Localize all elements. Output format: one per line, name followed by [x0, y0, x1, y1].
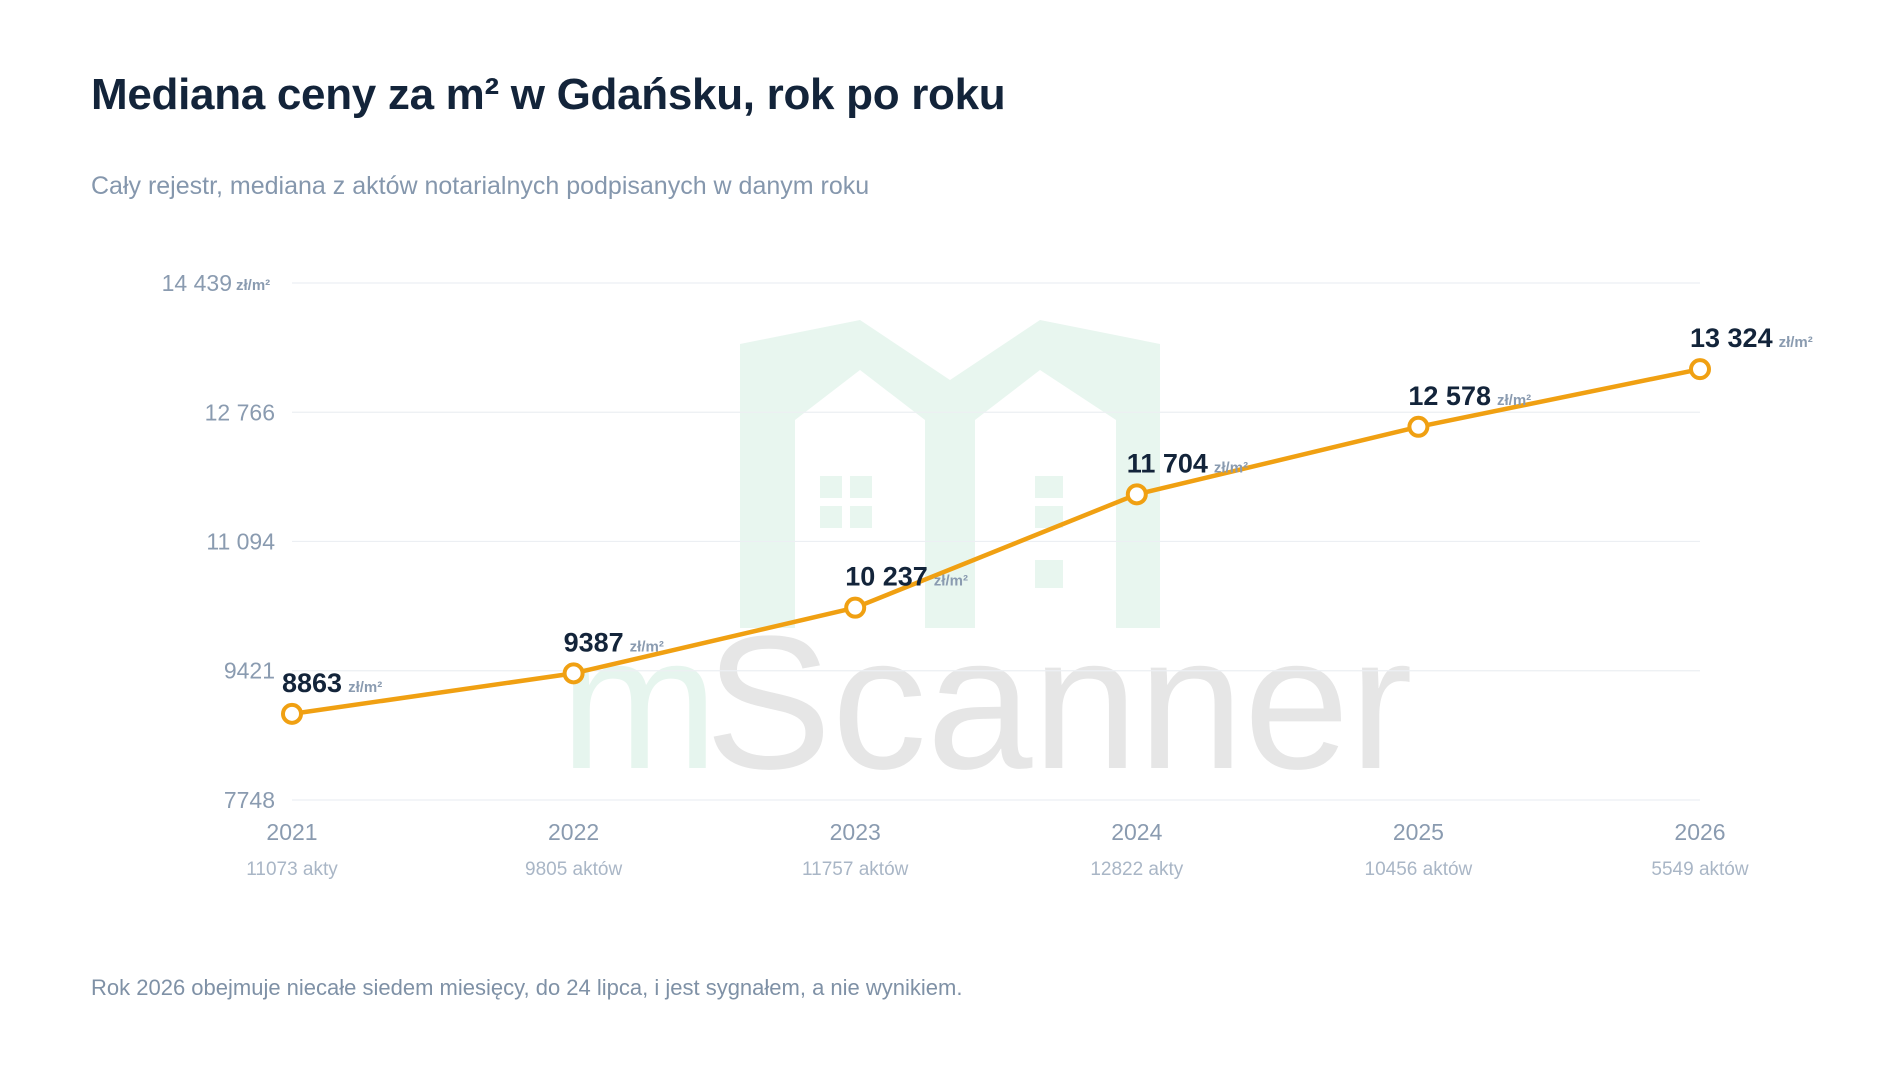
data-label-unit: zł/m² [1779, 334, 1813, 351]
x-tick-sublabel: 10456 aktów [1365, 859, 1473, 880]
data-label: 8863 zł/m² [282, 668, 382, 698]
data-label-value: 12 578 [1408, 381, 1491, 411]
watermark-window-3 [820, 506, 842, 528]
data-labels: 8863 zł/m² 9387 zł/m² 10 237 zł/m² 11 704 zł/m²… [282, 323, 1813, 698]
grid-lines [292, 282, 1700, 801]
data-label-value: 10 237 [845, 562, 928, 592]
data-label-value: 11 704 [1127, 448, 1208, 478]
y-tick-label: 14 439 [162, 270, 232, 296]
x-tick-label: 2021 [266, 819, 317, 845]
series-median-price [281, 358, 1711, 725]
data-label-unit: zł/m² [934, 573, 968, 590]
y-tick-label: 11 094 [206, 528, 275, 554]
data-point[interactable] [844, 596, 867, 619]
watermark-house-icon [740, 320, 1160, 628]
footnote: Rok 2026 obejmuje niecałe siedem miesięc… [91, 975, 963, 1000]
y-tick-unit: zł/m² [236, 277, 270, 294]
chart-subtitle: Cały rejestr, mediana z aktów notarialny… [91, 172, 870, 200]
x-tick-label: 2025 [1393, 819, 1444, 845]
y-tick-label: 9421 [224, 658, 275, 684]
data-label-unit: zł/m² [630, 638, 664, 655]
data-point[interactable] [1125, 483, 1148, 506]
data-label: 12 578 zł/m² [1408, 381, 1531, 411]
y-axis: 7748 9421 11 094 12 766 14 439 zł/m² [162, 270, 276, 813]
data-point[interactable] [562, 662, 585, 685]
data-point[interactable] [281, 702, 303, 725]
data-label-unit: zł/m² [1497, 392, 1531, 409]
watermark-window-6 [1035, 506, 1063, 528]
x-tick-sublabel: 9805 aktów [525, 859, 622, 880]
x-tick-sublabel: 11073 akty [246, 859, 338, 880]
x-tick-sublabel: 5549 aktów [1651, 859, 1748, 880]
watermark-window-4 [850, 506, 872, 528]
data-label: 9387 zł/m² [564, 627, 664, 657]
data-label-unit: zł/m² [348, 679, 382, 696]
x-tick-sublabel: 11757 aktów [802, 859, 909, 880]
watermark-logo: m Scanner [560, 320, 1413, 809]
x-tick-label: 2022 [548, 819, 599, 845]
chart-title: Mediana ceny za m² w Gdańsku, rok po rok… [91, 70, 1006, 119]
data-point[interactable] [1689, 358, 1711, 381]
data-label: 10 237 zł/m² [845, 562, 968, 592]
x-tick-label: 2026 [1674, 819, 1725, 845]
watermark-window-7 [1035, 560, 1063, 588]
y-tick-label: 7748 [224, 787, 275, 813]
data-point[interactable] [1407, 415, 1430, 438]
y-tick-label: 12 766 [205, 399, 275, 425]
watermark-window-5 [1035, 476, 1063, 498]
series-line [289, 366, 1703, 717]
x-tick-label: 2024 [1111, 819, 1162, 845]
x-axis: 2021 11073 akty 2022 9805 aktów 2023 11757 ak… [246, 819, 1749, 880]
x-tick-sublabel: 12822 akty [1090, 859, 1183, 880]
watermark-window-1 [820, 476, 842, 498]
watermark-text-scanner: Scanner [705, 597, 1413, 809]
x-tick-label: 2023 [830, 819, 881, 845]
data-label-value: 13 324 [1690, 323, 1773, 353]
data-label: 13 324 zł/m² [1690, 323, 1813, 353]
watermark-window-2 [850, 476, 872, 498]
watermark-text-m: m [560, 597, 718, 809]
data-label: 11 704 zł/m² [1127, 448, 1248, 478]
data-label-unit: zł/m² [1214, 459, 1248, 476]
data-label-value: 9387 [564, 627, 624, 657]
data-label-value: 8863 [282, 668, 342, 698]
